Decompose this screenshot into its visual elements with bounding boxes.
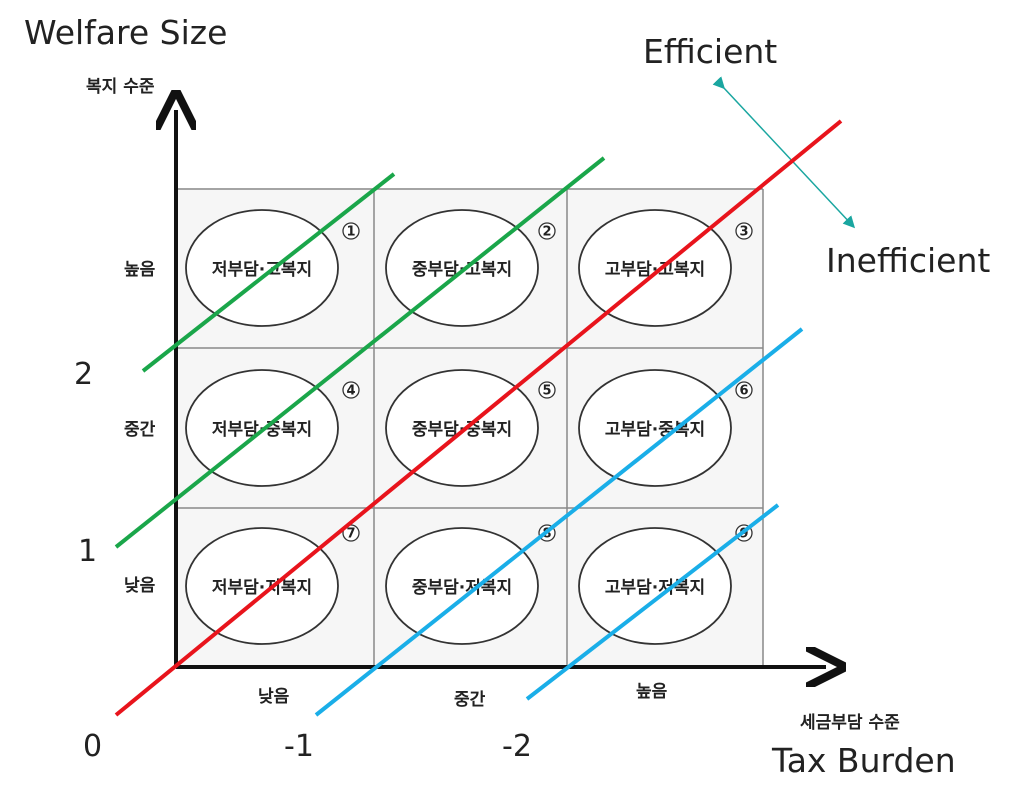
line-label-minus-1: -1 xyxy=(284,729,314,764)
cell-ellipse xyxy=(578,369,732,487)
cell-number-circle xyxy=(342,381,360,399)
cell-label: 중부담·저복지 xyxy=(412,578,512,598)
cell-number-circle xyxy=(342,222,360,240)
cell-number: 2 xyxy=(542,225,551,240)
cell-7: 7 저부담·저복지 xyxy=(185,524,360,645)
cell-number: 4 xyxy=(346,384,355,399)
cell-ellipse xyxy=(578,209,732,327)
row-label-low: 낮음 xyxy=(124,576,156,596)
cell-1: 1 저부담·고복지 xyxy=(185,209,360,327)
cell-number-circle xyxy=(538,381,556,399)
cell-ellipse xyxy=(578,527,732,645)
line-label-0: 0 xyxy=(83,729,102,764)
grid-lines xyxy=(176,188,764,667)
row-label-mid: 중간 xyxy=(124,420,156,440)
green-line-2 xyxy=(141,172,396,373)
line-label-1: 1 xyxy=(78,534,97,569)
x-axis-kr-label: 세금부담 수준 xyxy=(800,713,900,733)
cell-number: 5 xyxy=(542,384,551,399)
efficient-label: Efficient xyxy=(643,32,777,71)
cell-label: 저부담·저복지 xyxy=(212,578,312,598)
col-label-low: 낮음 xyxy=(258,687,290,707)
col-label-mid: 중간 xyxy=(454,690,486,710)
cell-number-circle xyxy=(735,222,753,240)
cell-number: 7 xyxy=(346,527,355,542)
cell-number: 9 xyxy=(739,527,748,542)
cell-number: 3 xyxy=(739,225,748,240)
tax-burden-label: Tax Burden xyxy=(771,741,956,780)
cell-number-circle xyxy=(538,222,556,240)
cell-ellipse xyxy=(185,527,339,645)
cell-label: 고부담·중복지 xyxy=(605,420,705,440)
red-line-0 xyxy=(114,119,843,717)
efficiency-arrow xyxy=(712,76,856,229)
blue-line-minus-1 xyxy=(314,327,804,717)
row-label-high: 높음 xyxy=(124,260,156,280)
cells: 1저부담·고복지2중부담·고복지3고부담·고복지4저부담·중복지5중부담·중복지… xyxy=(185,209,753,645)
cell-number-circle xyxy=(735,381,753,399)
col-label-high: 높음 xyxy=(636,682,668,702)
y-axis-kr-label: 복지 수준 xyxy=(86,77,155,97)
cell-number: 6 xyxy=(739,384,748,399)
line-label-minus-2: -2 xyxy=(502,729,532,764)
inefficient-label: Inefficient xyxy=(826,241,990,280)
cell-3: 3 고부담·고복지 xyxy=(578,209,753,327)
welfare-size-label: Welfare Size xyxy=(24,13,227,52)
cell-6: 6 고부담·중복지 xyxy=(578,369,753,487)
cell-ellipse xyxy=(385,527,539,645)
blue-line-minus-2 xyxy=(525,503,780,701)
cell-label: 고부담·고복지 xyxy=(605,260,705,280)
green-line-1 xyxy=(114,156,606,549)
cell-number: 1 xyxy=(346,225,355,240)
cell-label: 고부담·저복지 xyxy=(605,578,705,598)
cell-ellipse xyxy=(185,209,339,327)
cell-label: 저부담·고복지 xyxy=(212,260,312,280)
line-label-2: 2 xyxy=(74,357,93,392)
